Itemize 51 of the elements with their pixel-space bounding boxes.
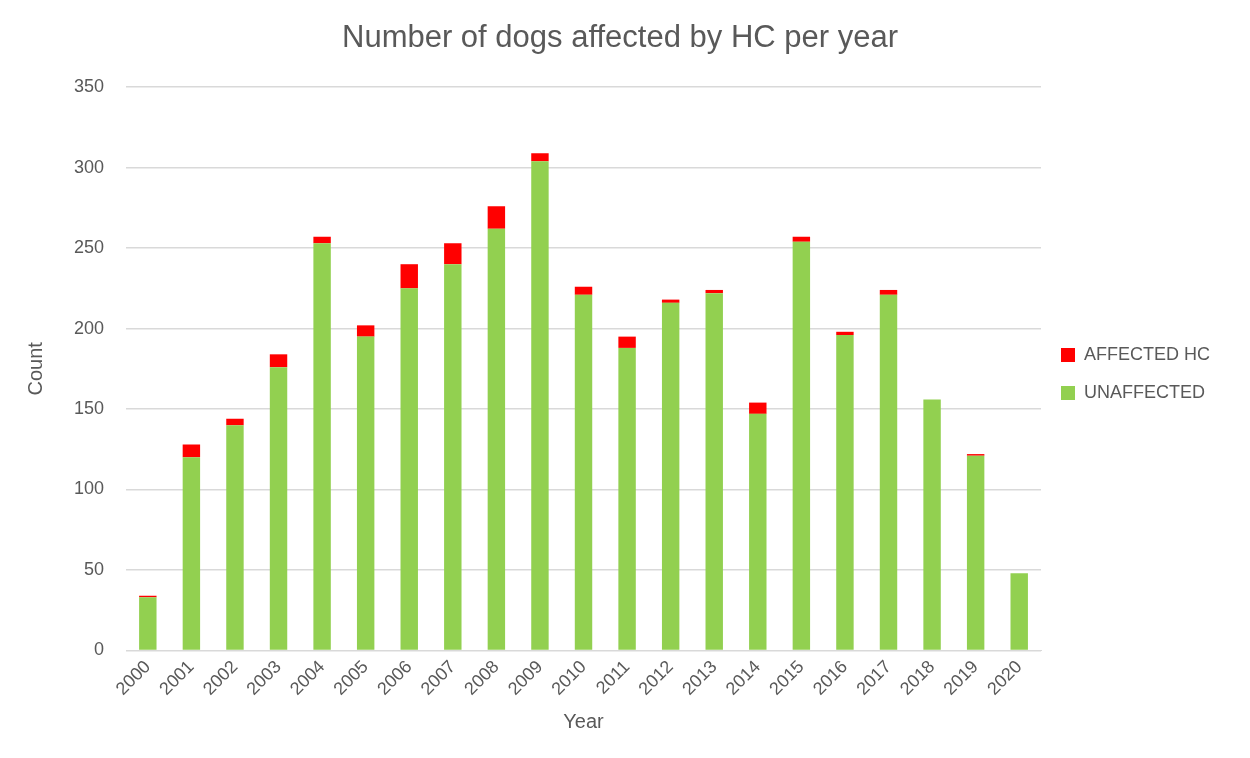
- y-tick-label: 250: [73, 237, 105, 258]
- bar: [574, 294, 593, 650]
- bar: [356, 325, 375, 337]
- bar: [400, 288, 418, 650]
- chart-title: Number of dogs affected by HC per year: [342, 19, 898, 55]
- bar: [661, 299, 680, 303]
- bar: [749, 402, 767, 414]
- bar: [792, 241, 811, 650]
- bar: [182, 444, 201, 458]
- bar: [879, 289, 898, 295]
- bar: [705, 293, 723, 650]
- bar: [705, 289, 723, 294]
- bar: [356, 336, 375, 650]
- bar: [661, 302, 680, 650]
- y-tick-label: 0: [94, 639, 105, 660]
- bar: [1010, 573, 1028, 650]
- bar: [966, 455, 985, 650]
- y-tick-label: 100: [73, 478, 105, 499]
- bar: [139, 597, 157, 650]
- y-axis-title: Count: [23, 341, 46, 396]
- bar: [444, 264, 462, 650]
- bar: [487, 228, 506, 650]
- legend-label: AFFECTED HC: [1084, 343, 1210, 364]
- bar: [269, 354, 288, 368]
- y-tick-label: 200: [73, 317, 105, 338]
- y-tick-label: 300: [73, 156, 105, 177]
- bar: [836, 331, 854, 336]
- bar: [618, 347, 636, 650]
- y-tick-label: 150: [73, 398, 105, 418]
- bar: [182, 457, 201, 650]
- bar: [531, 161, 549, 650]
- bar: [269, 367, 288, 650]
- y-tick-label: 50: [84, 558, 105, 579]
- bar: [749, 413, 767, 650]
- bar: [226, 418, 244, 426]
- bar: [313, 243, 331, 650]
- bar: [879, 294, 898, 650]
- bar: [574, 286, 593, 295]
- bar: [226, 425, 244, 650]
- bar: [531, 153, 549, 162]
- x-axis-title: Year: [563, 709, 605, 732]
- bar: [618, 336, 636, 348]
- bar: [400, 264, 418, 289]
- bar: [923, 399, 941, 650]
- bar: [487, 206, 506, 229]
- bar: [313, 236, 331, 244]
- bar: [836, 335, 854, 650]
- y-tick-label: 350: [73, 76, 105, 97]
- bar: [792, 236, 811, 242]
- legend-label: UNAFFECTED: [1084, 381, 1205, 402]
- bar: [444, 243, 462, 265]
